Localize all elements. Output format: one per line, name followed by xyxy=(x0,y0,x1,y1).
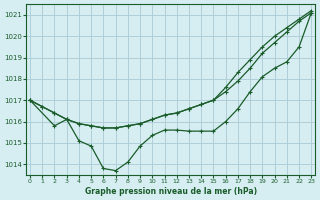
X-axis label: Graphe pression niveau de la mer (hPa): Graphe pression niveau de la mer (hPa) xyxy=(84,187,257,196)
